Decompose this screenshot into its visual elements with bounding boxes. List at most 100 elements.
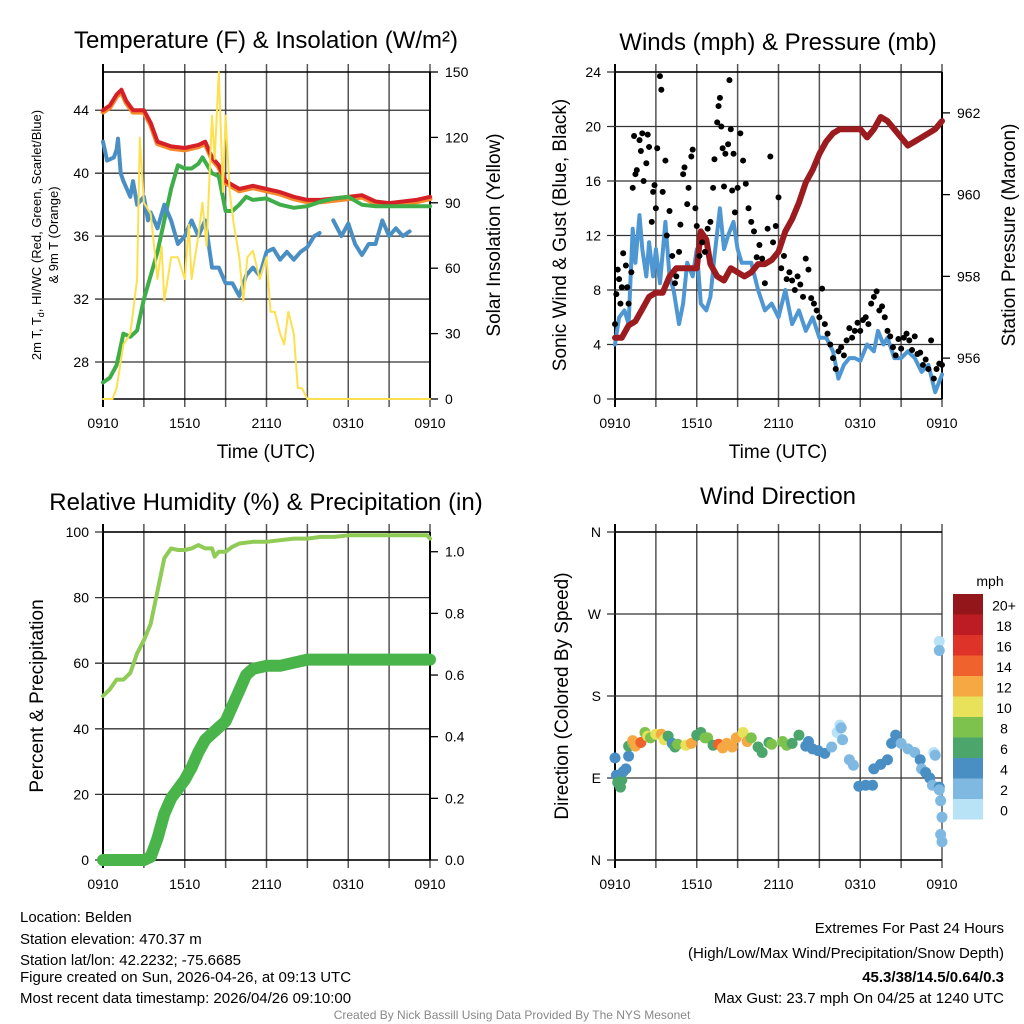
wind-direction-point <box>786 737 798 749</box>
temperature-y-axis-title-line2: & 9m T (Orange) <box>46 186 61 283</box>
gust-point <box>625 300 632 307</box>
gust-point <box>618 284 625 291</box>
gust-point <box>711 156 718 163</box>
x-tick-label: 2110 <box>763 876 793 892</box>
y-tick-label: 32 <box>73 291 89 307</box>
y-tick-label: N <box>591 524 601 540</box>
x-tick-label: 0910 <box>87 415 118 431</box>
wind-direction-point <box>890 729 902 741</box>
gust-point <box>707 218 714 225</box>
gust-point <box>614 266 621 273</box>
gust-point <box>718 123 725 130</box>
colorbar-label: 2 <box>1000 782 1008 798</box>
ylabel-part: 2m T, T <box>29 317 44 360</box>
series-line-precipitation <box>97 653 436 866</box>
y2-tick-label: 150 <box>445 64 469 80</box>
gust-point <box>704 225 711 232</box>
solar-y2-axis-title: Solar Insolation (Yellow) <box>484 133 505 336</box>
wind-direction-plot: N E S W N 0910 1510 2110 0310 0910 0 2 4 6 8 10 12 14 16 18… <box>588 524 1016 892</box>
gust-point <box>659 188 666 195</box>
gust-point <box>654 145 661 152</box>
gust-point <box>676 248 683 255</box>
gust-point <box>838 344 845 351</box>
x-tick-label: 2110 <box>763 415 793 431</box>
gust-point <box>830 355 836 362</box>
wind-direction-point <box>623 750 635 762</box>
wind-direction-point <box>867 779 879 791</box>
x-tick-label: 0910 <box>414 876 445 892</box>
gust-point <box>870 293 877 300</box>
y2-tick-label: 958 <box>957 268 981 284</box>
x-tick-label: 0910 <box>599 415 630 431</box>
gust-point <box>692 205 699 212</box>
gust-point <box>669 252 676 259</box>
gust-point <box>681 164 688 171</box>
gust-point <box>714 119 721 126</box>
gust-point <box>862 314 869 321</box>
wind-direction-panel-title: Wind Direction <box>700 483 856 510</box>
y-tick-label: W <box>588 606 602 622</box>
x-tick-label: 1510 <box>681 876 712 892</box>
gust-point <box>620 250 627 257</box>
y2-tick-label: 956 <box>957 350 981 366</box>
y-tick-label: N <box>591 852 601 868</box>
y2-tick-label: 0.8 <box>445 605 465 621</box>
gust-point <box>745 205 752 212</box>
y-tick-label: 0 <box>81 852 89 868</box>
y-tick-label: 4 <box>593 337 601 353</box>
series-line-sonic-wind <box>613 206 944 395</box>
gust-point <box>684 201 691 208</box>
gust-point <box>919 361 926 368</box>
wind-direction-point <box>826 741 838 753</box>
gust-point <box>816 314 823 321</box>
wind-direction-point <box>766 738 778 750</box>
humidity-plot: 0 20 40 60 80 100 0.0 0.2 0.4 0.6 0.8 1.0 0910 1510 21… <box>66 524 465 892</box>
series-line-2m-t <box>101 87 432 206</box>
x-tick-label: 0310 <box>845 415 876 431</box>
temperature-panel-title: Temperature (F) & Insolation (W/m²) <box>74 27 458 54</box>
y2-tick-label: 30 <box>445 326 461 342</box>
colorbar-label: 8 <box>1000 720 1008 736</box>
gust-point <box>639 130 646 137</box>
gust-point <box>663 232 670 239</box>
x-tick-label: 0310 <box>333 415 364 431</box>
gust-point <box>791 287 798 293</box>
x-tick-label: 2110 <box>251 876 281 892</box>
gust-point <box>840 352 847 359</box>
gust-point <box>696 252 703 259</box>
humidity-y-axis-title: Percent & Precipitation <box>27 599 48 792</box>
colorbar-label: 12 <box>996 679 1012 695</box>
gust-point <box>868 300 875 307</box>
gust-point <box>716 94 723 101</box>
colorbar-bin <box>953 635 983 656</box>
wind-direction-point <box>936 836 948 848</box>
colorbar-label: 18 <box>996 618 1012 634</box>
wind-direction-point <box>620 763 632 775</box>
gust-point <box>731 209 738 216</box>
gust-point <box>699 239 706 246</box>
y2-tick-label: 90 <box>445 195 461 211</box>
gust-point <box>819 285 826 292</box>
gust-point <box>794 273 801 280</box>
y-tick-label: 40 <box>73 165 89 181</box>
gust-point <box>727 126 734 133</box>
wind-direction-point <box>737 726 749 738</box>
gust-point <box>930 375 937 382</box>
gust-point <box>656 73 663 80</box>
gust-point <box>764 225 771 232</box>
gust-point <box>613 291 620 298</box>
gust-point <box>685 184 692 191</box>
gust-point <box>710 184 717 191</box>
x-tick-label: 1510 <box>681 415 712 431</box>
wind-direction-point <box>882 754 893 766</box>
x-tick-label: 0310 <box>845 876 876 892</box>
gust-point <box>628 269 635 276</box>
temperature-x-axis-title: Time (UTC) <box>217 442 316 463</box>
humidity-panel-title: Relative Humidity (%) & Precipitation (i… <box>49 489 482 516</box>
wind-direction-point <box>847 759 859 771</box>
x-tick-label: 0310 <box>333 876 364 892</box>
y-tick-label: 20 <box>73 786 89 802</box>
wind-direction-point <box>609 752 621 764</box>
gust-point <box>797 281 804 288</box>
gust-point <box>854 319 861 326</box>
